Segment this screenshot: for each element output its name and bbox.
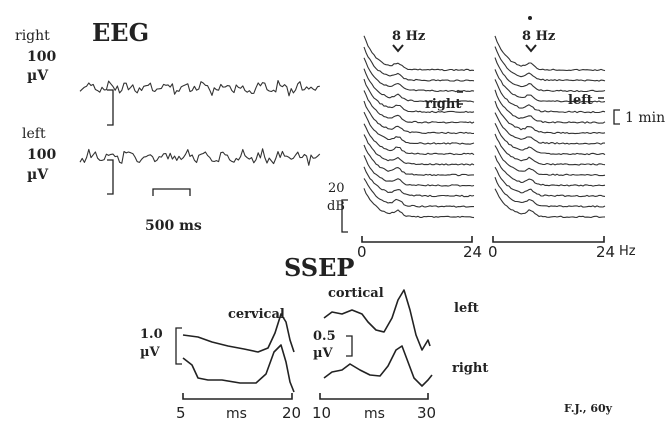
eeg-left-calibration-bar (107, 159, 114, 195)
cortical-scale-unit: µV (313, 346, 334, 361)
time-bracket (613, 109, 620, 125)
spectra-side-label-left: left (568, 93, 593, 108)
cervical-time-axis (182, 393, 293, 400)
spectrum-line (494, 57, 606, 93)
cervical-axis-end: 20 (282, 404, 301, 422)
time-bracket-label: 1 min (625, 110, 665, 126)
cervical-trace-right (182, 344, 295, 393)
spectrum-line (363, 134, 475, 166)
eeg-title: EEG (92, 18, 149, 47)
eeg-right-amplitude: 100 (27, 49, 56, 65)
spectrum-line (363, 57, 475, 93)
cervical-scale-value: 1.0 (140, 327, 163, 342)
eeg-right-calibration-bar (107, 89, 114, 126)
spectrum-line (494, 35, 606, 72)
eeg-left-amplitude: 100 (27, 147, 56, 163)
spectrum-line (363, 100, 475, 135)
spectrum-line (363, 166, 475, 198)
spectrum-line (363, 178, 474, 208)
peak-marker-left (525, 44, 537, 53)
freq-axis-right (361, 236, 473, 243)
freq-tick-right-end: 24 (463, 243, 482, 261)
spectrum-line (363, 144, 474, 177)
peak-marker-right (392, 44, 404, 53)
peak-dot-left (528, 16, 532, 20)
spectrum-line (363, 188, 475, 219)
spectral-array-left (494, 35, 606, 219)
cervical-axis-unit: ms (226, 406, 247, 422)
spectrum-line (363, 123, 475, 156)
cortical-axis-end: 30 (417, 404, 436, 422)
cortical-axis-unit: ms (364, 406, 385, 422)
freq-axis-left (492, 236, 605, 243)
spectrum-line (363, 90, 475, 124)
spectrum-line (494, 177, 606, 208)
spectrum-line (494, 166, 606, 198)
cervical-scale-bar (175, 327, 182, 365)
spectrum-line (363, 111, 475, 145)
cervical-scale-unit: µV (140, 345, 161, 360)
cortical-axis-start: 10 (312, 404, 331, 422)
eeg-right-side-label: right (15, 28, 50, 44)
freq-tick-left-end: 24 (596, 243, 615, 261)
cortical-time-axis (319, 393, 429, 400)
peak-label-left: 8 Hz (522, 29, 555, 44)
eeg-time-scale-bar (152, 188, 191, 196)
eeg-trace-left (79, 148, 321, 166)
spectrum-line (494, 89, 606, 124)
spectra-right-ticks (457, 91, 463, 105)
spectrum-line (494, 100, 606, 135)
spectrum-line (363, 155, 475, 187)
cortical-scale-bar (346, 335, 353, 357)
cervical-axis-start: 5 (176, 404, 186, 422)
db-scale-bar (341, 199, 348, 233)
spectrum-line (494, 155, 606, 187)
eeg-left-unit: µV (27, 167, 49, 183)
cortical-trace-right (323, 345, 433, 387)
spectrum-line (494, 69, 606, 103)
eeg-right-unit: µV (27, 68, 49, 84)
eeg-trace-right (79, 79, 320, 97)
db-scale-value: 20 (328, 181, 345, 196)
spectrum-line (363, 46, 475, 82)
cortical-label: cortical (328, 286, 384, 301)
eeg-time-scale-label: 500 ms (145, 218, 202, 234)
spectrum-line (494, 133, 606, 166)
eeg-left-side-label: left (22, 126, 46, 142)
spectrum-line (363, 68, 475, 103)
spectrum-line (494, 79, 606, 114)
spectra-side-label-right: right (425, 97, 461, 112)
peak-label-right: 8 Hz (392, 29, 425, 44)
patient-label: F.J., 60y (564, 402, 613, 415)
spectrum-line (494, 46, 606, 82)
cervical-trace-left (182, 313, 295, 353)
spectrum-line (494, 145, 606, 177)
cortical-trace-left (323, 289, 431, 351)
db-scale-unit: dB (327, 199, 345, 214)
spectrum-line (494, 188, 606, 219)
freq-tick-left-start: 0 (488, 243, 498, 261)
ssep-side-left: left (454, 301, 479, 316)
cervical-label: cervical (228, 307, 285, 322)
freq-unit-label: Hz (619, 244, 636, 259)
spectrum-line (494, 123, 606, 156)
spectrum-line (363, 35, 475, 72)
spectrum-line (363, 78, 475, 114)
spectrum-line (494, 112, 606, 145)
ssep-title: SSEP (284, 253, 354, 282)
cortical-scale-value: 0.5 (313, 329, 336, 344)
ssep-side-right: right (452, 361, 488, 376)
spectral-array-right (363, 35, 475, 219)
freq-tick-right-start: 0 (357, 243, 367, 261)
